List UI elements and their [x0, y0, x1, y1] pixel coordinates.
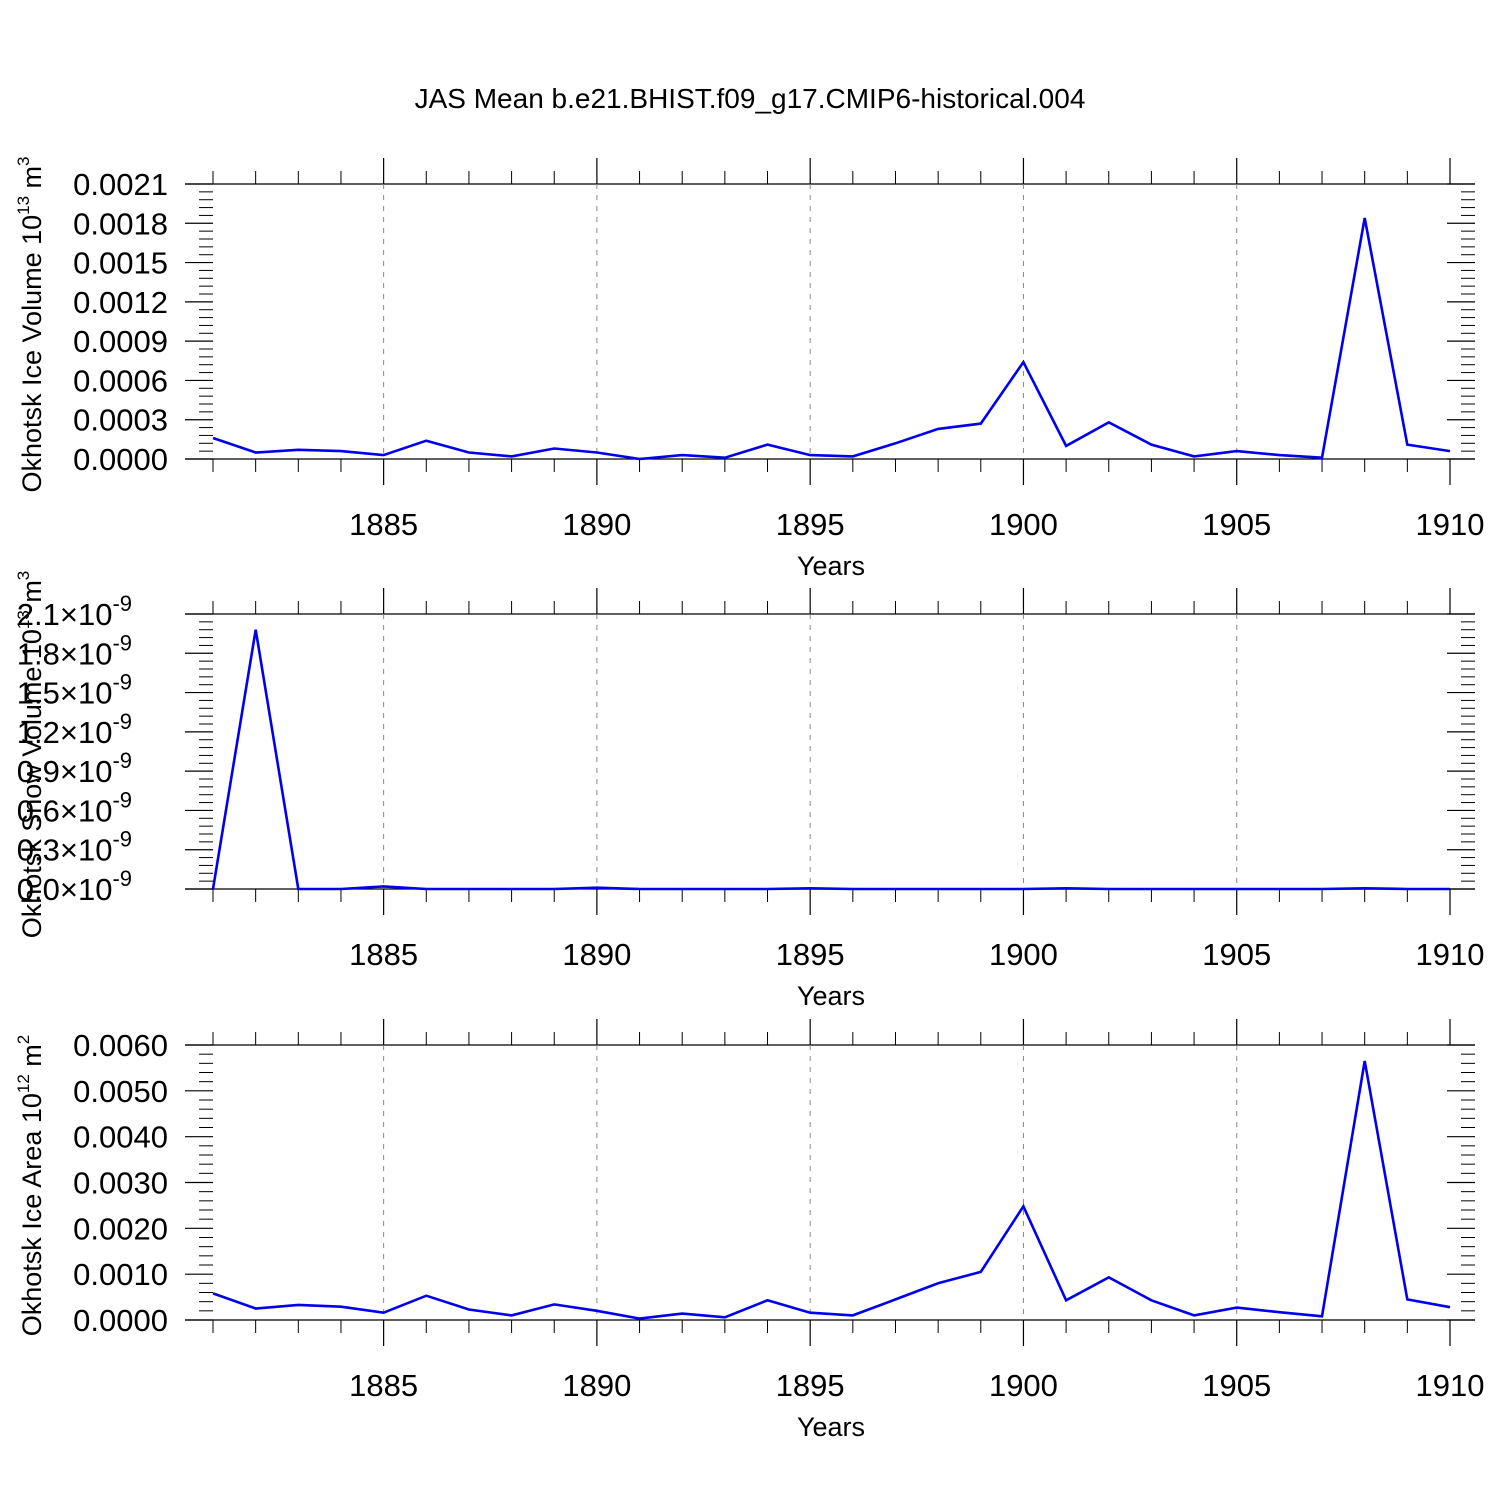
y-tick-label: 0.0000: [73, 442, 168, 477]
x-tick-label: 1910: [1416, 507, 1485, 542]
y-axis-label: Okhotsk Ice Volume 1013 m3: [14, 156, 47, 492]
x-tick-label: 1890: [562, 1368, 631, 1403]
x-axis-label: Years: [797, 551, 865, 581]
y-tick-label: 0.0050: [73, 1074, 168, 1109]
y-tick-label: 0.9×10-9: [17, 748, 132, 789]
y-tick-label: 0.0060: [73, 1028, 168, 1063]
x-tick-label: 1895: [776, 937, 845, 972]
x-tick-label: 1900: [989, 937, 1058, 972]
chart-panel-2: 1885 1890 1895 1900 1905 1910 0.0×10-90.3×10-9…: [14, 571, 1484, 1011]
y-tick-label: 0.0020: [73, 1211, 168, 1246]
x-tick-label: 1905: [1202, 937, 1271, 972]
chart-title: JAS Mean b.e21.BHIST.f09_g17.CMIP6-histo…: [414, 83, 1086, 114]
x-tick-label: 1885: [349, 1368, 418, 1403]
y-tick-label: 0.0012: [73, 285, 168, 320]
x-axis-label: Years: [797, 1412, 865, 1442]
series-line: [211, 629, 1450, 891]
y-tick-label: 1.5×10-9: [17, 670, 132, 711]
y-tick-label: 1.2×10-9: [17, 709, 132, 750]
x-tick-label: 1885: [349, 507, 418, 542]
y-tick-label: 0.0040: [73, 1120, 168, 1155]
y-tick-label: 0.0030: [73, 1166, 168, 1201]
x-tick-label: 1895: [776, 1368, 845, 1403]
y-tick-label: 0.0003: [73, 403, 168, 438]
y-tick-label: 0.0021: [73, 167, 168, 202]
x-tick-label: 1910: [1416, 1368, 1485, 1403]
x-tick-label: 1895: [776, 507, 845, 542]
y-tick-label: 0.0018: [73, 206, 168, 241]
y-tick-label: 0.0010: [73, 1257, 168, 1292]
x-tick-label: 1885: [349, 937, 418, 972]
y-axis-label: Okhotsk Snow Volume 1013 m3: [14, 571, 47, 939]
y-tick-label: 0.0015: [73, 246, 168, 281]
y-tick-label: 0.6×10-9: [17, 787, 132, 828]
y-axis-label: Okhotsk Ice Area 1012 m2: [14, 1035, 47, 1337]
series-line: [212, 217, 1451, 461]
x-tick-label: 1905: [1202, 507, 1271, 542]
x-axis-label: Years: [797, 981, 865, 1011]
y-tick-label: 2.1×10-9: [17, 591, 132, 632]
y-tick-label: 1.8×10-9: [17, 630, 132, 671]
x-tick-label: 1900: [989, 1368, 1058, 1403]
chart-panel-1: 1885 1890 1895 1900 1905 1910 0.0000 0.0003 0.00…: [14, 156, 1484, 581]
x-tick-label: 1900: [989, 507, 1058, 542]
y-tick-label: 0.0006: [73, 363, 168, 398]
x-tick-label: 1890: [562, 507, 631, 542]
x-tick-label: 1890: [562, 937, 631, 972]
y-tick-label: 0.0009: [73, 324, 168, 359]
x-tick-label: 1910: [1416, 937, 1485, 972]
x-tick-label: 1905: [1202, 1368, 1271, 1403]
series-line: [212, 1060, 1451, 1320]
y-tick-label: 0.0×10-9: [17, 866, 132, 907]
y-tick-label: 0.0000: [73, 1303, 168, 1338]
chart-panel-3: 1885 1890 1895 1900 1905 1910 0.0000 0.0010 0.00…: [14, 1019, 1484, 1442]
y-tick-label: 0.3×10-9: [17, 827, 132, 868]
